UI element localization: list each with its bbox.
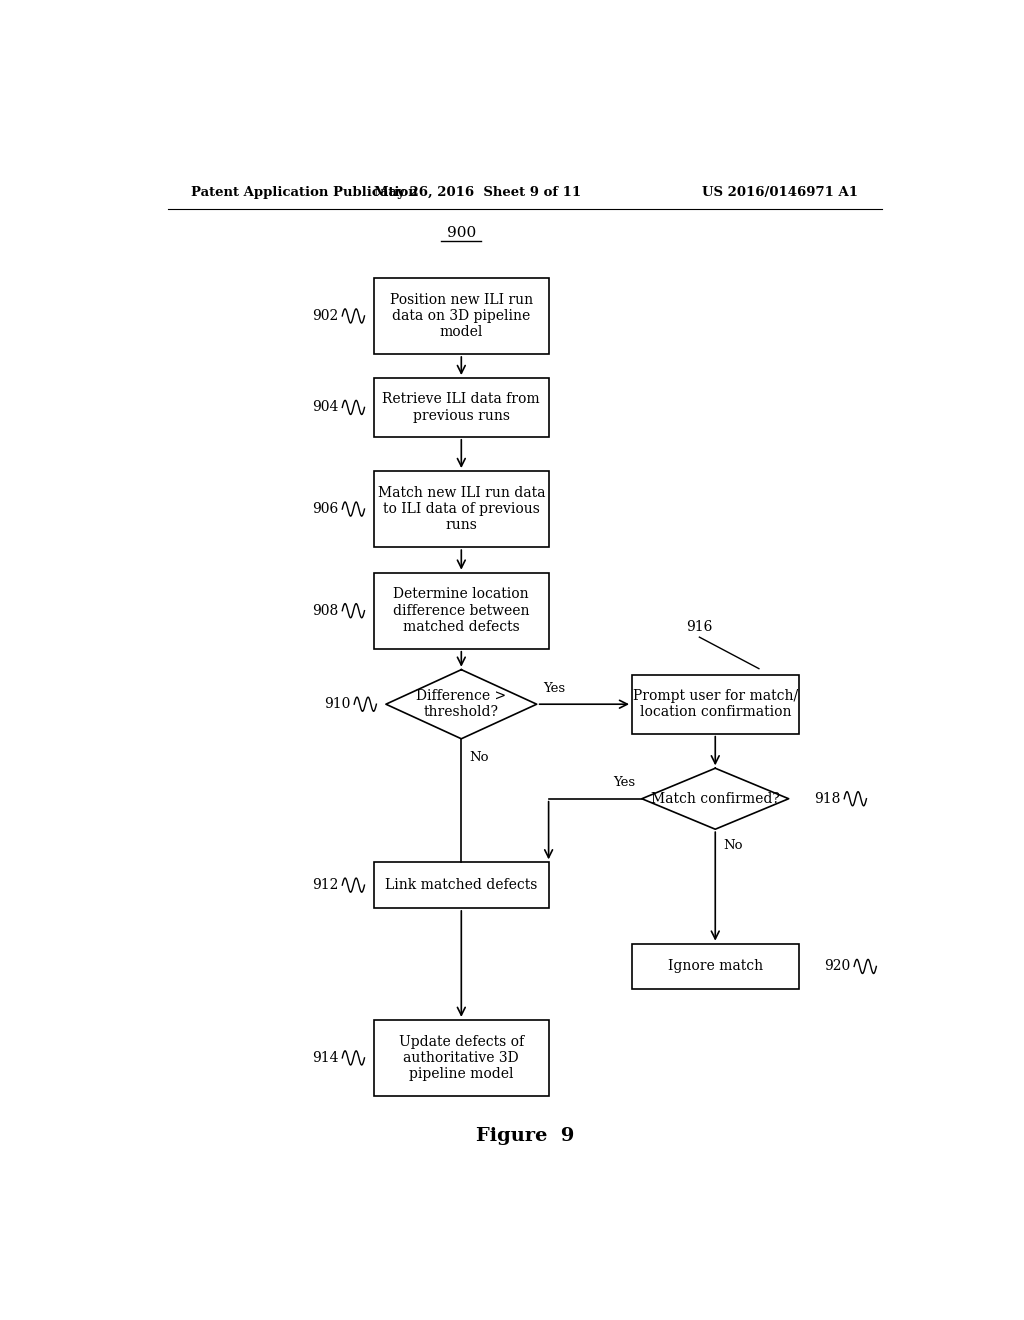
Polygon shape <box>386 669 537 739</box>
Text: 902: 902 <box>312 309 338 323</box>
Text: Position new ILI run
data on 3D pipeline
model: Position new ILI run data on 3D pipeline… <box>390 293 532 339</box>
FancyBboxPatch shape <box>374 471 549 548</box>
Text: Patent Application Publication: Patent Application Publication <box>191 186 418 199</box>
FancyBboxPatch shape <box>632 675 799 734</box>
Text: 918: 918 <box>814 792 841 805</box>
FancyBboxPatch shape <box>374 573 549 649</box>
Text: Yes: Yes <box>543 682 565 696</box>
Text: Figure  9: Figure 9 <box>475 1127 574 1146</box>
Text: 906: 906 <box>312 502 338 516</box>
FancyBboxPatch shape <box>374 862 549 908</box>
FancyBboxPatch shape <box>632 944 799 989</box>
Text: No: No <box>469 751 488 764</box>
Text: Retrieve ILI data from
previous runs: Retrieve ILI data from previous runs <box>383 392 540 422</box>
Text: 900: 900 <box>446 226 476 240</box>
Text: 908: 908 <box>312 603 338 618</box>
FancyBboxPatch shape <box>374 1020 549 1096</box>
Text: US 2016/0146971 A1: US 2016/0146971 A1 <box>702 186 858 199</box>
Text: 914: 914 <box>311 1051 338 1065</box>
Text: Ignore match: Ignore match <box>668 960 763 973</box>
FancyBboxPatch shape <box>374 277 549 354</box>
Text: Update defects of
authoritative 3D
pipeline model: Update defects of authoritative 3D pipel… <box>398 1035 524 1081</box>
Text: 912: 912 <box>312 878 338 892</box>
Text: 910: 910 <box>324 697 350 711</box>
Text: Match new ILI run data
to ILI data of previous
runs: Match new ILI run data to ILI data of pr… <box>378 486 545 532</box>
Text: Difference >
threshold?: Difference > threshold? <box>416 689 507 719</box>
Text: 916: 916 <box>686 620 713 634</box>
Text: Determine location
difference between
matched defects: Determine location difference between ma… <box>393 587 529 634</box>
Text: No: No <box>723 840 742 853</box>
Text: Yes: Yes <box>613 776 636 788</box>
FancyBboxPatch shape <box>374 378 549 437</box>
Text: Link matched defects: Link matched defects <box>385 878 538 892</box>
Polygon shape <box>642 768 788 829</box>
Text: Match confirmed?: Match confirmed? <box>651 792 779 805</box>
Text: May 26, 2016  Sheet 9 of 11: May 26, 2016 Sheet 9 of 11 <box>374 186 581 199</box>
Text: 920: 920 <box>824 960 850 973</box>
Text: 904: 904 <box>312 400 338 414</box>
Text: Prompt user for match/
location confirmation: Prompt user for match/ location confirma… <box>633 689 798 719</box>
